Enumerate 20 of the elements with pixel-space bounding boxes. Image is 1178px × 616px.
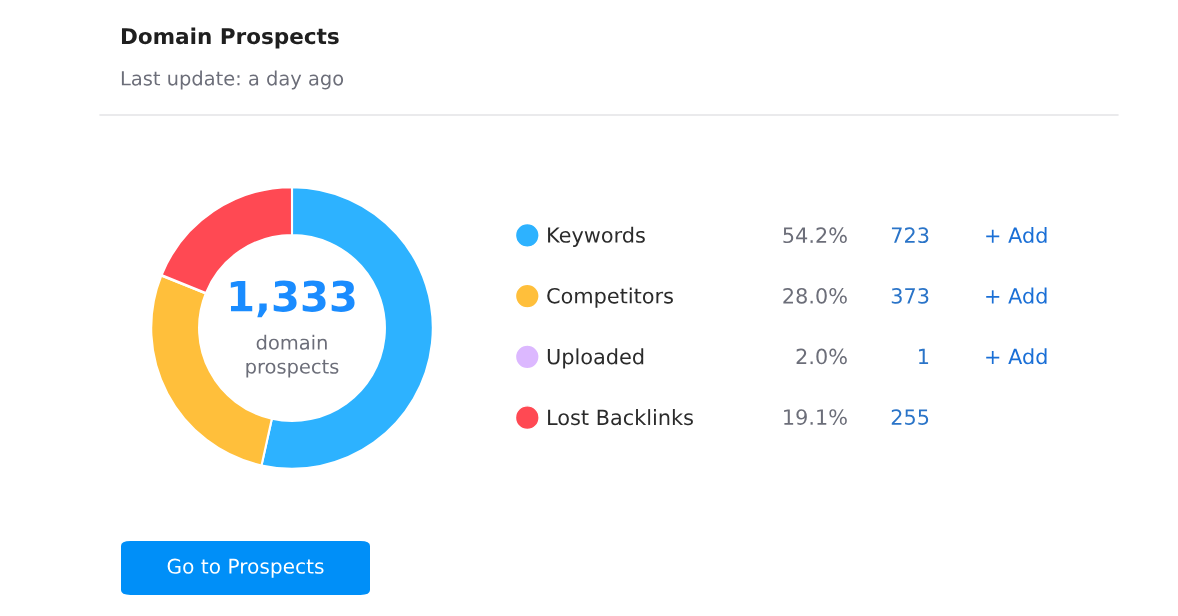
text: + Add — [986, 287, 1047, 304]
data-label: 373 — [891, 287, 929, 304]
text: + Add — [986, 226, 1047, 244]
legend-label: Uploaded — [547, 348, 644, 369]
text: Go to Prospects — [167, 558, 324, 578]
data-label: 1 — [919, 348, 929, 365]
data-label: 723 — [891, 227, 929, 244]
legend-label: Competitors — [547, 287, 673, 308]
data-label: 255 — [891, 409, 929, 425]
text: domain prospects — [246, 334, 339, 378]
text: 54.2% — [783, 227, 847, 244]
legend-label: Lost Backlinks — [548, 409, 693, 426]
text: 2.0% — [796, 348, 847, 365]
chart-title: Domain Prospects — [121, 27, 339, 49]
chart-subtitle: Last update: a day ago — [121, 70, 344, 90]
text: 28.0% — [783, 287, 847, 304]
legend-label: Keywords — [548, 226, 645, 247]
text: 19.1% — [784, 409, 847, 425]
text: + Add — [986, 348, 1047, 365]
text: 1,333 — [230, 280, 355, 318]
